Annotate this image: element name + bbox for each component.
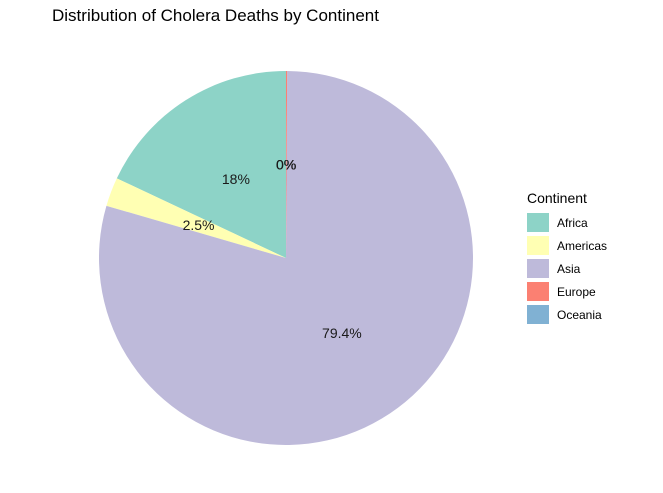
slice-label-oceania: 0% [276, 157, 296, 173]
legend-swatch [527, 305, 549, 324]
slice-label-africa: 18% [222, 171, 250, 187]
pie-labels: 18%2.5%79.4%0%0% [183, 157, 362, 341]
chart-title: Distribution of Cholera Deaths by Contin… [52, 6, 379, 25]
legend-item-asia: Asia [527, 257, 607, 280]
legend-swatch [527, 236, 549, 255]
legend: Continent Africa Americas Asia Europe Oceani… [527, 190, 607, 326]
slice-label-americas: 2.5% [183, 217, 215, 233]
slice-americas [106, 178, 286, 258]
legend-item-africa: Africa [527, 211, 607, 234]
legend-swatch [527, 213, 549, 232]
legend-label: Asia [557, 261, 581, 276]
slice-europe [286, 71, 288, 258]
legend-title: Continent [527, 190, 587, 206]
pie-slices [99, 71, 474, 445]
legend-swatch [527, 282, 549, 301]
legend-label: Europe [557, 284, 596, 299]
legend-label: Africa [557, 215, 588, 230]
legend-label: Americas [557, 238, 608, 253]
slice-label-europe: 0% [276, 157, 296, 173]
legend-swatch [527, 259, 549, 278]
legend-item-americas: Americas [527, 234, 607, 257]
slice-africa [116, 71, 287, 258]
legend-items: Africa Americas Asia Europe Oceania [527, 211, 607, 326]
slice-label-asia: 79.4% [322, 325, 362, 341]
legend-item-oceania: Oceania [527, 303, 607, 326]
slice-asia [99, 71, 474, 445]
legend-label: Oceania [557, 307, 602, 322]
legend-item-europe: Europe [527, 280, 607, 303]
